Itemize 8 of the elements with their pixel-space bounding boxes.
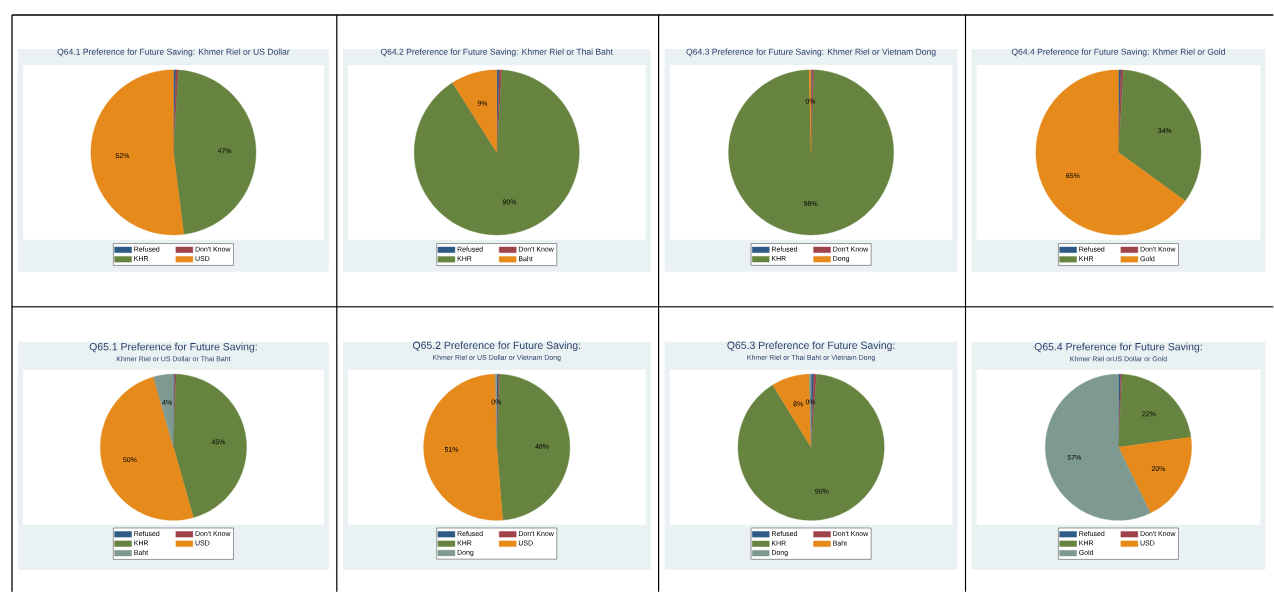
- chart-title: Q65.1 Preference for Future Saving:: [89, 342, 257, 353]
- chart-title: Q64.3 Preference for Future Saving: Khmer Riel or Vietnam Dong: [686, 48, 936, 57]
- chart-title: Q65.4 Preference for Future Saving:: [1034, 342, 1202, 353]
- chart-title: Q64.1 Preference for Future Saving: Khmer Riel or US Dollar: [57, 48, 290, 57]
- chart-title: Q64.2 Preference for Future Saving: Khmer Riel or Thai Baht: [380, 48, 613, 57]
- chart-title: Q65.3 Preference for Future Saving:: [727, 341, 895, 351]
- chart-title: Q65.2 Preference for Future Saving:: [412, 341, 581, 351]
- chart-title: Q64.4 Preference for Future Saving: Khmer Riel or Gold: [1011, 48, 1225, 57]
